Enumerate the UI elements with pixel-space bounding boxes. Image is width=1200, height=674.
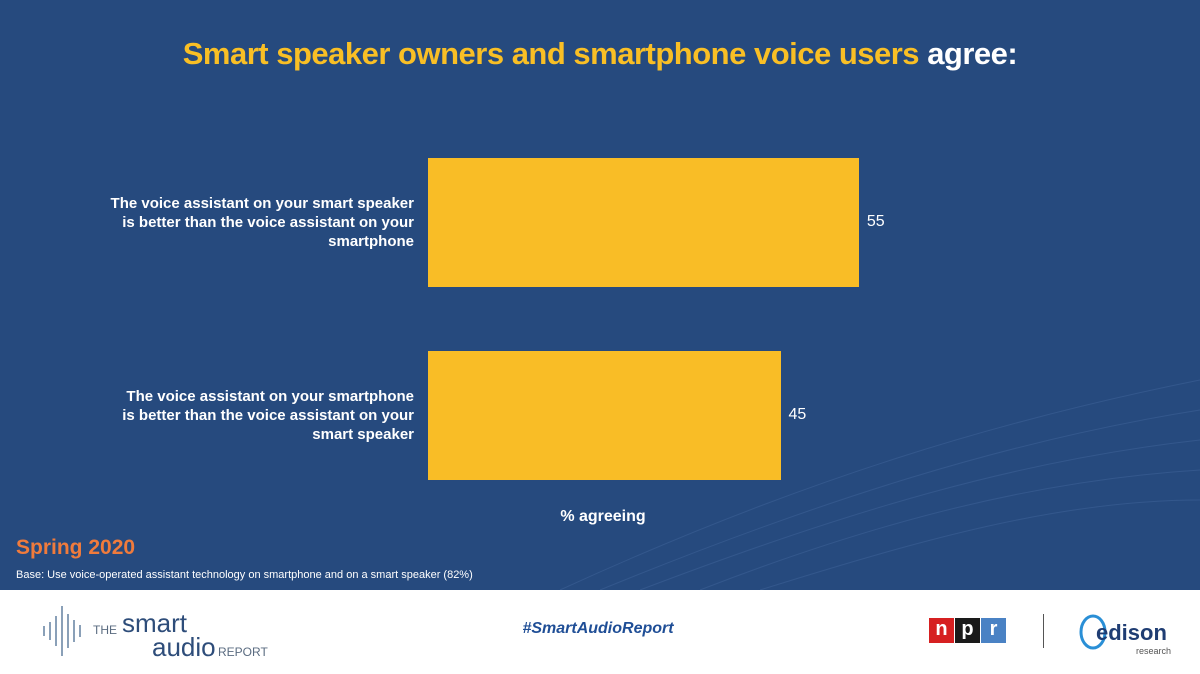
edison-sub: research xyxy=(1136,646,1172,656)
slide-background xyxy=(0,0,1200,590)
edison-name: edison xyxy=(1096,620,1167,645)
wave-decoration xyxy=(559,379,1200,590)
logo-report: REPORT xyxy=(218,645,268,659)
category-label: The voice assistant on your smartphone i… xyxy=(122,388,414,443)
edison-icon xyxy=(1079,614,1107,650)
chart-title: Smart speaker owners and smartphone voic… xyxy=(0,36,1200,72)
divider xyxy=(1043,614,1044,648)
npr-letter: p xyxy=(955,618,980,643)
logo-the: THE xyxy=(93,623,117,637)
hashtag: #SmartAudioReport xyxy=(522,620,674,637)
period-label: Spring 2020 xyxy=(16,536,136,559)
category-label: The voice assistant on your smart speake… xyxy=(110,195,414,250)
bar xyxy=(428,351,781,480)
base-note: Base: Use voice-operated assistant techn… xyxy=(16,569,473,581)
title-emphasis: agree: xyxy=(927,36,1018,71)
x-axis-label: % agreeing xyxy=(560,508,646,525)
bar xyxy=(428,158,859,287)
plot: The voice assistant on your smart speake… xyxy=(110,158,885,480)
logo-audio: audio xyxy=(152,632,216,662)
npr-letter: n xyxy=(929,618,954,643)
value-label: 55 xyxy=(866,212,885,230)
logo-smart: smart xyxy=(122,608,187,638)
npr-letter: r xyxy=(981,618,1006,643)
title-main: Smart speaker owners and smartphone voic… xyxy=(182,36,920,71)
soundwave-icon xyxy=(43,606,81,656)
value-label: 45 xyxy=(788,405,807,423)
